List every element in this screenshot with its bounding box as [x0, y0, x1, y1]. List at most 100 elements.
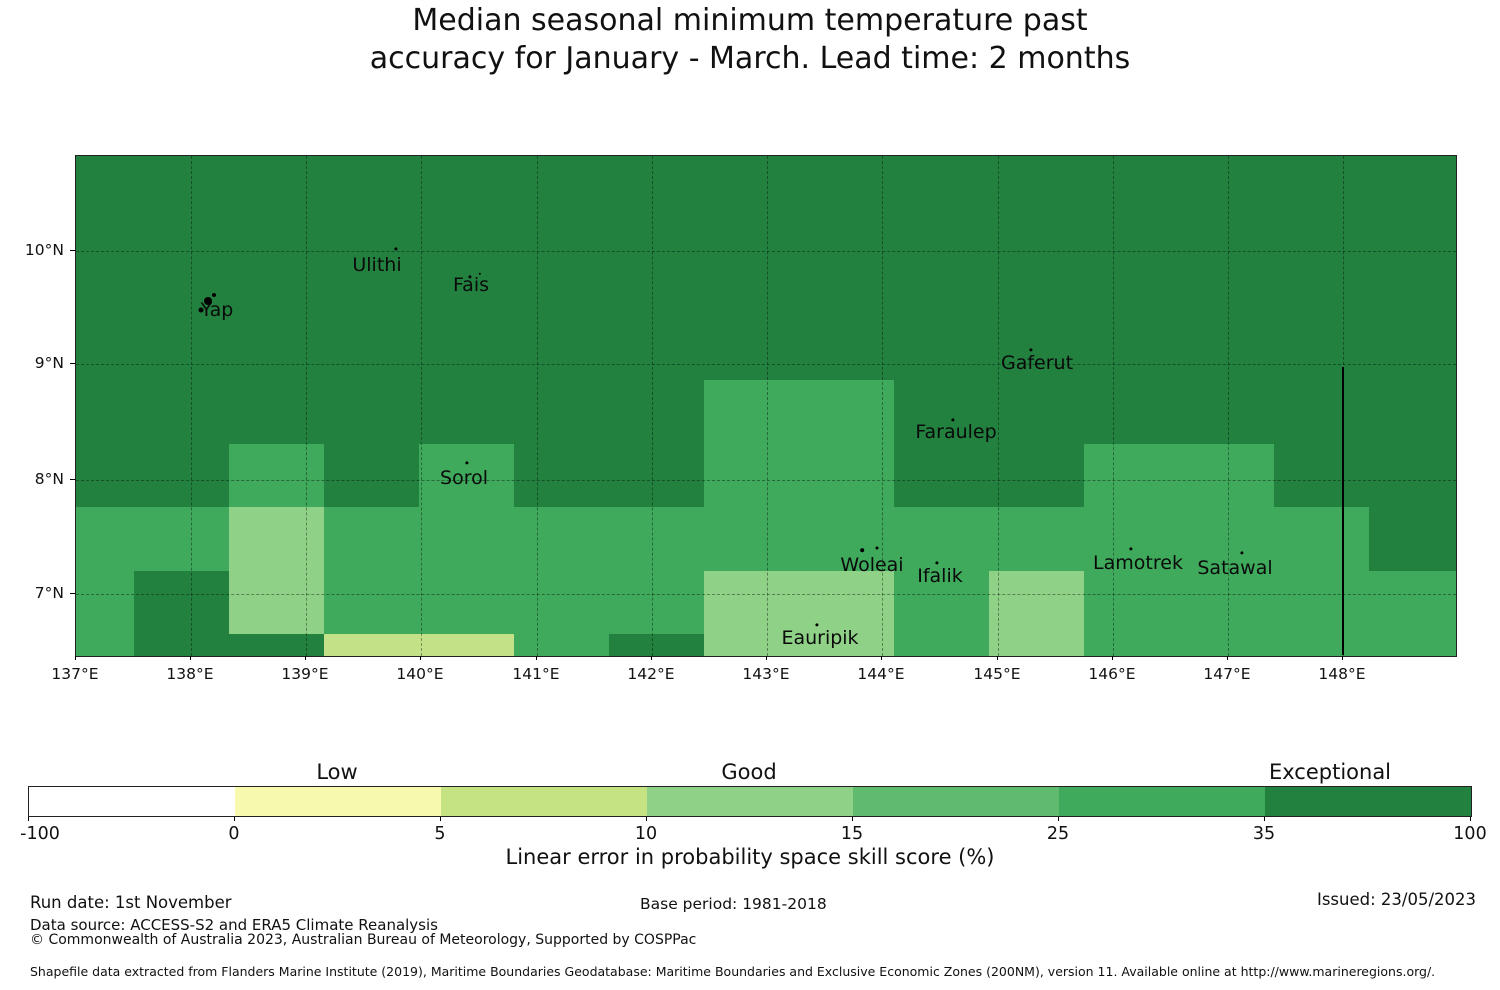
map-cell	[134, 380, 229, 444]
map-cell	[514, 507, 609, 571]
map-cell	[989, 380, 1084, 444]
y-tick-mark	[70, 479, 75, 480]
footer-copyright: © Commonwealth of Australia 2023, Austra…	[30, 932, 697, 948]
x-tick-label: 139°E	[281, 665, 329, 683]
x-tick-label: 140°E	[396, 665, 444, 683]
map-cell	[1369, 190, 1456, 253]
colorbar-tick-mark	[234, 817, 235, 821]
map-cell	[419, 190, 514, 253]
gridline-horizontal	[76, 594, 1456, 595]
map-cell	[1084, 571, 1179, 634]
colorbar-tick-label: -100	[20, 824, 60, 844]
colorbar-tick-label: 25	[1046, 824, 1070, 844]
map-cell	[609, 253, 704, 317]
map-cell	[514, 444, 609, 507]
island-label: Lamotrek	[1093, 552, 1183, 574]
map-cell	[1084, 253, 1179, 317]
x-tick-label: 137°E	[51, 665, 99, 683]
y-tick-label: 10°N	[24, 241, 64, 259]
gridline-vertical	[1228, 156, 1229, 656]
colorbar-segment	[1059, 787, 1265, 816]
island-dot	[478, 272, 482, 276]
island-label: Ulithi	[352, 254, 402, 276]
x-tick-label: 142°E	[627, 665, 675, 683]
gridline-vertical	[767, 156, 768, 656]
map-cell	[76, 634, 134, 656]
colorbar-tick-mark	[440, 817, 441, 821]
gridline-vertical	[1113, 156, 1114, 656]
map-cell	[1274, 571, 1369, 634]
map-cell	[609, 317, 704, 380]
gridline-horizontal	[76, 364, 1456, 365]
map-cell	[799, 380, 894, 444]
map-cell	[1274, 380, 1369, 444]
x-tick-mark	[651, 656, 652, 660]
map-cell	[76, 253, 134, 317]
map-cell	[229, 190, 324, 253]
map-cell	[609, 380, 704, 444]
map-cell	[134, 507, 229, 571]
island-dot	[468, 275, 472, 279]
y-tick-label: 7°N	[34, 584, 64, 602]
gridline-vertical	[882, 156, 883, 656]
map-cell	[1179, 380, 1274, 444]
map-cell	[799, 190, 894, 253]
map-cell	[229, 253, 324, 317]
island-dot	[465, 461, 469, 465]
map-cell	[134, 634, 229, 656]
map-cell	[1179, 444, 1274, 507]
colorbar-segment	[853, 787, 1059, 816]
footer-data-source: Data source: ACCESS-S2 and ERA5 Climate …	[30, 916, 438, 934]
map-cell	[704, 253, 799, 317]
x-tick-mark	[1112, 656, 1113, 660]
island-dot	[1029, 348, 1033, 352]
map-cell	[514, 190, 609, 253]
map-cell	[76, 317, 134, 380]
map-cell	[1274, 190, 1369, 253]
map-cell	[989, 190, 1084, 253]
x-tick-label: 144°E	[857, 665, 905, 683]
island-label: Satawal	[1197, 557, 1273, 579]
gridline-vertical	[421, 156, 422, 656]
island-dot	[394, 247, 398, 251]
x-tick-mark	[881, 656, 882, 660]
y-tick-mark	[70, 250, 75, 251]
map-cell	[1369, 444, 1456, 507]
map-cell	[989, 444, 1084, 507]
map-cell	[1369, 507, 1456, 571]
x-tick-label: 148°E	[1318, 665, 1366, 683]
map-cell	[704, 380, 799, 444]
map-cell	[1369, 317, 1456, 380]
map-cell	[1274, 444, 1369, 507]
chart-title-line-2: accuracy for January - March. Lead time:…	[369, 41, 1131, 76]
map-cell	[76, 444, 134, 507]
island-label: Sorol	[440, 467, 488, 489]
map-cell	[894, 253, 989, 317]
colorbar-caption: Linear error in probability space skill …	[505, 845, 995, 869]
map-cell	[419, 507, 514, 571]
map-cell	[704, 571, 799, 634]
gridline-vertical	[191, 156, 192, 656]
map-cell	[134, 253, 229, 317]
gridline-vertical	[998, 156, 999, 656]
map-cell	[704, 317, 799, 380]
map-cell	[799, 571, 894, 634]
map-cell	[609, 571, 704, 634]
map-cell	[1179, 190, 1274, 253]
map-cell	[514, 156, 609, 190]
map-cell	[134, 317, 229, 380]
map-cell	[134, 190, 229, 253]
map-cell	[1179, 507, 1274, 571]
footer-issued: Issued: 23/05/2023	[1316, 890, 1476, 909]
x-tick-label: 138°E	[166, 665, 214, 683]
footer-run-date: Run date: 1st November	[30, 893, 232, 912]
colorbar-tick-label: 0	[228, 824, 240, 844]
map-cell	[76, 507, 134, 571]
map-cell	[419, 444, 514, 507]
map-cell	[704, 156, 799, 190]
map-cell	[1274, 507, 1369, 571]
island-dot	[1129, 547, 1133, 551]
map-cell	[419, 380, 514, 444]
colorbar-tick-mark	[646, 817, 647, 821]
